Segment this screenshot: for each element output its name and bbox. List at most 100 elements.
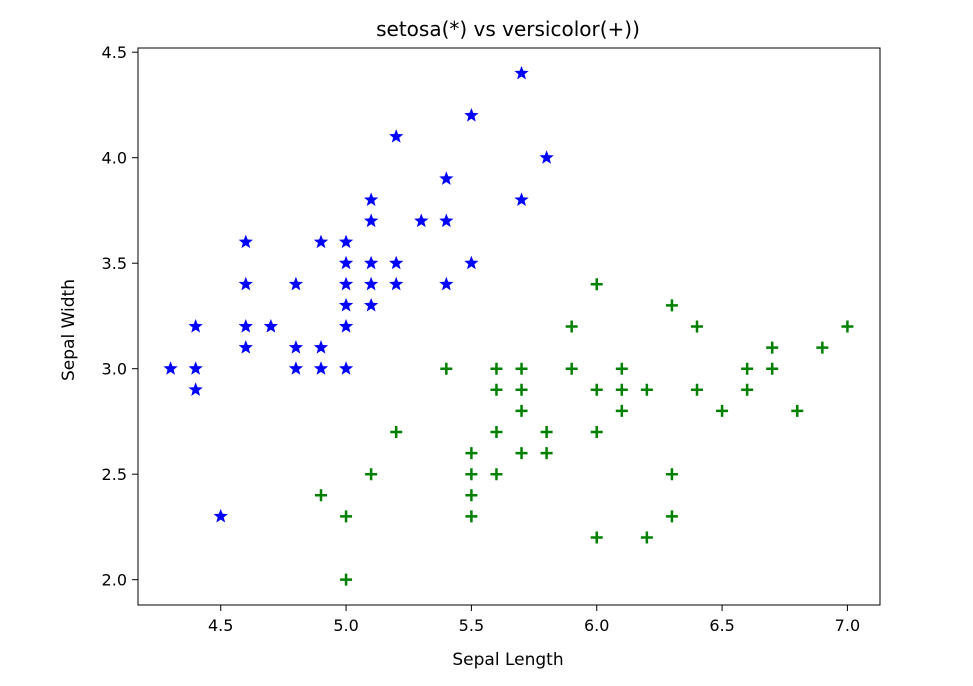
star-point bbox=[288, 361, 304, 375]
plus-point bbox=[490, 425, 503, 438]
y-tick-label: 3.5 bbox=[102, 254, 127, 273]
plus-point bbox=[440, 362, 453, 375]
plus-point bbox=[540, 425, 553, 438]
star-point bbox=[238, 234, 253, 249]
star-point bbox=[539, 150, 554, 164]
x-tick-label: 6.5 bbox=[709, 616, 734, 635]
star-point bbox=[188, 382, 203, 396]
star-point bbox=[364, 276, 379, 291]
plus-point bbox=[615, 362, 628, 375]
star-point bbox=[338, 361, 354, 375]
plus-point bbox=[816, 341, 829, 354]
plus-point bbox=[590, 531, 603, 544]
y-tick-label: 2.0 bbox=[102, 571, 127, 590]
axes-frame bbox=[137, 47, 881, 606]
plus-point bbox=[465, 510, 478, 523]
plus-point bbox=[766, 362, 779, 375]
plus-point bbox=[314, 489, 327, 502]
star-point bbox=[288, 340, 304, 354]
plus-point bbox=[490, 468, 503, 481]
star-point bbox=[389, 255, 404, 270]
star-point bbox=[313, 234, 329, 249]
plot-area: 4.5 5.0 5.5 6.0 6.5 7.0 2.0 2.5 3.0 3.5 4.0 4.5 bbox=[102, 43, 881, 635]
star-point bbox=[364, 213, 379, 228]
y-axis-label: Sepal Width bbox=[59, 279, 79, 381]
plus-point bbox=[615, 383, 628, 396]
plus-point bbox=[490, 383, 503, 396]
star-point bbox=[389, 129, 404, 143]
plus-point bbox=[691, 383, 704, 396]
star-point bbox=[439, 276, 454, 291]
plus-point bbox=[791, 404, 804, 417]
star-point bbox=[364, 192, 379, 206]
plus-point bbox=[590, 383, 603, 396]
y-tick-label: 3.0 bbox=[102, 360, 127, 379]
star-point bbox=[338, 255, 354, 270]
x-axis-label: Sepal Length bbox=[452, 650, 563, 670]
star-point bbox=[313, 340, 329, 354]
star-point bbox=[389, 276, 404, 291]
plus-point bbox=[340, 573, 353, 586]
star-point bbox=[188, 319, 203, 333]
star-point bbox=[238, 319, 253, 333]
plus-point bbox=[590, 425, 603, 438]
star-point bbox=[514, 65, 529, 80]
chart-title: setosa(*) vs versicolor(+)) bbox=[376, 17, 640, 41]
plus-point bbox=[340, 510, 353, 523]
plus-point bbox=[465, 468, 478, 481]
plus-point bbox=[515, 447, 528, 460]
plus-point bbox=[490, 362, 503, 375]
plus-point bbox=[665, 299, 678, 312]
plus-point bbox=[741, 383, 754, 396]
plus-point bbox=[766, 341, 779, 354]
star-point bbox=[238, 340, 253, 354]
plus-point bbox=[665, 510, 678, 523]
x-tick-label: 5.0 bbox=[333, 616, 358, 635]
plus-point bbox=[590, 278, 603, 291]
plus-point bbox=[615, 404, 628, 417]
star-point bbox=[439, 171, 454, 185]
star-point bbox=[364, 297, 379, 312]
plus-point bbox=[465, 489, 478, 502]
star-point bbox=[313, 361, 329, 375]
series-0 bbox=[163, 65, 554, 523]
star-point bbox=[464, 255, 479, 270]
star-point bbox=[238, 276, 253, 291]
plus-point bbox=[540, 447, 553, 460]
y-tick-label: 4.0 bbox=[102, 149, 127, 168]
plus-point bbox=[515, 404, 528, 417]
star-point bbox=[263, 319, 278, 333]
y-tick-label: 2.5 bbox=[102, 465, 127, 484]
plus-point bbox=[515, 383, 528, 396]
star-point bbox=[439, 213, 454, 228]
star-point bbox=[364, 255, 379, 270]
plus-point bbox=[665, 468, 678, 481]
star-point bbox=[338, 319, 354, 333]
star-point bbox=[464, 108, 479, 122]
plus-point bbox=[465, 447, 478, 460]
plus-point bbox=[691, 320, 704, 333]
y-tick-label: 4.5 bbox=[102, 43, 127, 62]
plus-point bbox=[565, 320, 578, 333]
plus-point bbox=[741, 362, 754, 375]
star-point bbox=[338, 276, 354, 291]
plus-point bbox=[716, 404, 729, 417]
series-1 bbox=[314, 278, 854, 586]
x-tick-label: 6.0 bbox=[584, 616, 609, 635]
x-tick-label: 4.5 bbox=[208, 616, 233, 635]
plus-point bbox=[841, 320, 854, 333]
star-point bbox=[188, 361, 203, 375]
star-point bbox=[288, 276, 304, 291]
plus-point bbox=[365, 468, 378, 481]
x-tick-label: 5.5 bbox=[459, 616, 484, 635]
star-point bbox=[338, 297, 354, 312]
plus-point bbox=[515, 362, 528, 375]
star-point bbox=[163, 361, 178, 375]
plus-point bbox=[640, 531, 653, 544]
plus-point bbox=[565, 362, 578, 375]
star-point bbox=[338, 234, 354, 249]
star-point bbox=[213, 508, 228, 523]
star-point bbox=[414, 213, 429, 228]
